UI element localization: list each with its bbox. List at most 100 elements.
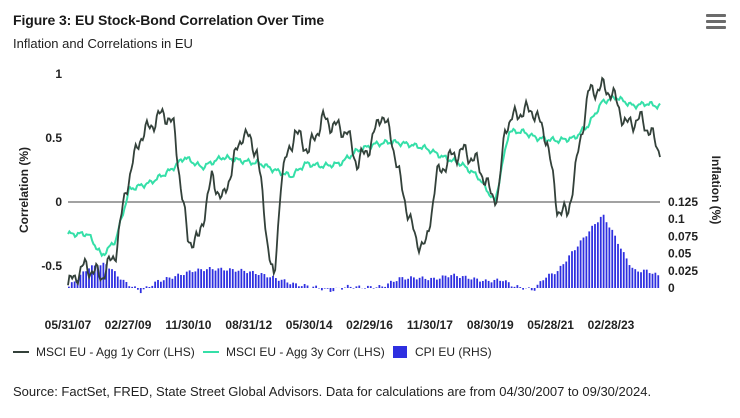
cpi-bar xyxy=(424,278,427,288)
cpi-bar xyxy=(183,275,185,288)
cpi-bar xyxy=(131,286,134,288)
source-note: Source: FactSet, FRED, State Street Glob… xyxy=(13,384,652,399)
cpi-bar xyxy=(188,270,191,288)
cpi-bar xyxy=(378,285,381,288)
cpi-bar xyxy=(274,278,277,288)
cpi-bar xyxy=(349,286,352,288)
cpi-bar xyxy=(559,265,562,288)
cpi-bar xyxy=(306,285,309,288)
cpi-bar xyxy=(435,279,438,288)
cpi-bar xyxy=(640,272,642,288)
cpi-bar xyxy=(467,278,470,288)
cpi-bar xyxy=(332,288,335,292)
legend-item-1y-corr[interactable]: MSCI EU - Agg 1y Corr (LHS) xyxy=(13,345,195,359)
cpi-bar xyxy=(389,280,392,288)
cpi-bar xyxy=(243,270,246,288)
cpi-bar xyxy=(346,284,349,288)
cpi-bar xyxy=(194,271,197,288)
cpi-bar xyxy=(315,285,318,288)
cpi-bar xyxy=(160,281,162,288)
cpi-bar xyxy=(433,277,435,288)
cpi-bar xyxy=(392,281,395,288)
cpi-bar xyxy=(341,288,343,290)
cpi-bar xyxy=(545,277,548,288)
cpi-bar xyxy=(220,267,223,288)
x-axis-tick: 02/27/09 xyxy=(105,318,152,332)
cpi-bar xyxy=(125,282,128,288)
right-axis-tick: 0.05 xyxy=(668,247,692,261)
cpi-bar xyxy=(568,255,571,288)
cpi-bar xyxy=(645,269,648,288)
x-axis-tick: 08/30/19 xyxy=(467,318,514,332)
cpi-bar xyxy=(502,281,504,288)
cpi-bar xyxy=(108,268,111,288)
cpi-bar xyxy=(375,287,378,288)
cpi-bar xyxy=(484,279,487,288)
legend-label-3y: MSCI EU - Agg 3y Corr (LHS) xyxy=(226,345,385,359)
legend-swatch-3y xyxy=(203,351,219,353)
cpi-bar xyxy=(519,287,522,288)
right-axis-label: Inflation (%) xyxy=(709,156,723,225)
cpi-bar xyxy=(582,237,585,288)
cpi-bar xyxy=(470,279,473,288)
x-axis-tick: 08/31/12 xyxy=(225,318,272,332)
chart-legend: MSCI EU - Agg 1y Corr (LHS) MSCI EU - Ag… xyxy=(13,345,733,365)
cpi-bar xyxy=(579,240,582,288)
x-axis-tick: 05/30/14 xyxy=(286,318,333,332)
cpi-bar xyxy=(249,271,251,288)
cpi-bar xyxy=(303,284,306,288)
cpi-bar xyxy=(608,227,611,288)
cpi-bar xyxy=(588,231,591,288)
cpi-bar xyxy=(527,287,530,288)
cpi-bar xyxy=(490,282,493,288)
cpi-bar xyxy=(619,248,622,288)
legend-item-3y-corr[interactable]: MSCI EU - Agg 3y Corr (LHS) xyxy=(203,345,385,359)
cpi-bar xyxy=(246,273,249,288)
chart-title: Figure 3: EU Stock-Bond Correlation Over… xyxy=(13,12,325,28)
x-axis-tick: 05/28/21 xyxy=(527,318,574,332)
cpi-bar xyxy=(387,283,389,288)
cpi-bar xyxy=(412,277,415,288)
cpi-bar xyxy=(266,277,269,288)
series-line-3y-corr xyxy=(67,93,661,258)
left-axis-ticks: 1 0.5 0 -0.5 xyxy=(41,67,62,273)
cpi-bar xyxy=(625,258,628,288)
cpi-bar xyxy=(323,288,326,289)
cpi-bar xyxy=(430,277,433,288)
cpi-bar xyxy=(628,265,631,288)
cpi-bar xyxy=(533,288,536,291)
cpi-bar xyxy=(217,268,220,288)
cpi-bar xyxy=(280,279,283,288)
cpi-bar xyxy=(456,276,458,288)
cpi-bar xyxy=(453,273,456,288)
legend-item-cpi[interactable]: CPI EU (RHS) xyxy=(393,345,492,359)
right-axis-ticks: 0.125 0.1 0.075 0.05 0.025 0 xyxy=(668,195,698,295)
cpi-bar xyxy=(384,286,387,288)
cpi-bar xyxy=(283,279,286,288)
cpi-bar xyxy=(573,250,576,288)
cpi-bar xyxy=(70,282,73,288)
cpi-bar xyxy=(200,269,203,288)
cpi-bar xyxy=(82,271,85,288)
cpi-bar xyxy=(372,288,375,289)
cpi-bar xyxy=(206,269,208,288)
cpi-bar xyxy=(481,280,484,288)
cpi-bar xyxy=(257,275,260,288)
hamburger-menu-icon[interactable] xyxy=(706,14,726,30)
cpi-bar xyxy=(254,274,257,288)
cpi-bar xyxy=(418,277,421,288)
cpi-bar xyxy=(68,286,70,288)
cpi-bar xyxy=(464,275,467,288)
cpi-bars xyxy=(68,214,660,294)
right-axis-tick: 0.1 xyxy=(668,212,685,226)
cpi-bar xyxy=(145,286,148,288)
chart-area: 1 0.5 0 -0.5 0.125 0.1 0.075 0.05 0.025 0 05/31/… xyxy=(17,67,723,332)
cpi-bar xyxy=(562,264,565,288)
cpi-bar xyxy=(116,276,119,288)
cpi-bar xyxy=(648,273,651,288)
cpi-bar xyxy=(93,265,96,288)
cpi-bar xyxy=(407,278,410,288)
cpi-bar xyxy=(177,273,180,288)
cpi-bar xyxy=(114,271,116,288)
cpi-bar xyxy=(366,285,369,288)
